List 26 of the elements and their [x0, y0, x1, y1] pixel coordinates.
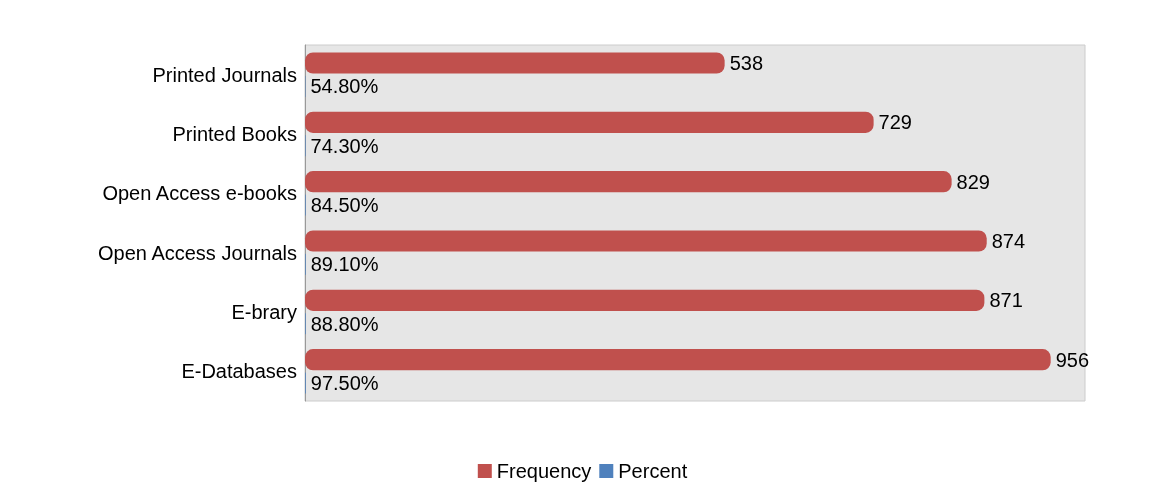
bar: [305, 171, 952, 193]
data-label: 729: [878, 111, 912, 134]
data-label: 88.80%: [310, 312, 379, 335]
bar: [305, 52, 725, 74]
data-label: 874: [991, 230, 1026, 253]
data-label: 829: [956, 170, 990, 193]
legend-label: Frequency: [496, 460, 592, 482]
legend-label: Percent: [618, 460, 688, 482]
y-tick-label: Open Access e-books: [102, 182, 297, 205]
data-label: 84.50%: [310, 193, 379, 216]
data-label: 54.80%: [310, 75, 379, 98]
data-label: 97.50%: [310, 371, 379, 394]
bar: [305, 230, 987, 252]
data-label: 89.10%: [310, 253, 379, 276]
y-tick-label: E-brary: [231, 301, 297, 323]
data-label: 871: [989, 289, 1023, 312]
y-tick-label: Printed Journals: [152, 63, 297, 86]
bar: [305, 289, 985, 311]
y-tick-label: Printed Books: [172, 123, 297, 145]
y-tick-label: Open Access Journals: [98, 241, 297, 264]
data-label: 74.30%: [310, 134, 379, 157]
y-tick-label: E-Databases: [181, 360, 297, 383]
data-label: 956: [1055, 348, 1090, 371]
bar: [305, 349, 1051, 371]
bar: [305, 111, 874, 133]
data-label: 538: [729, 52, 764, 75]
